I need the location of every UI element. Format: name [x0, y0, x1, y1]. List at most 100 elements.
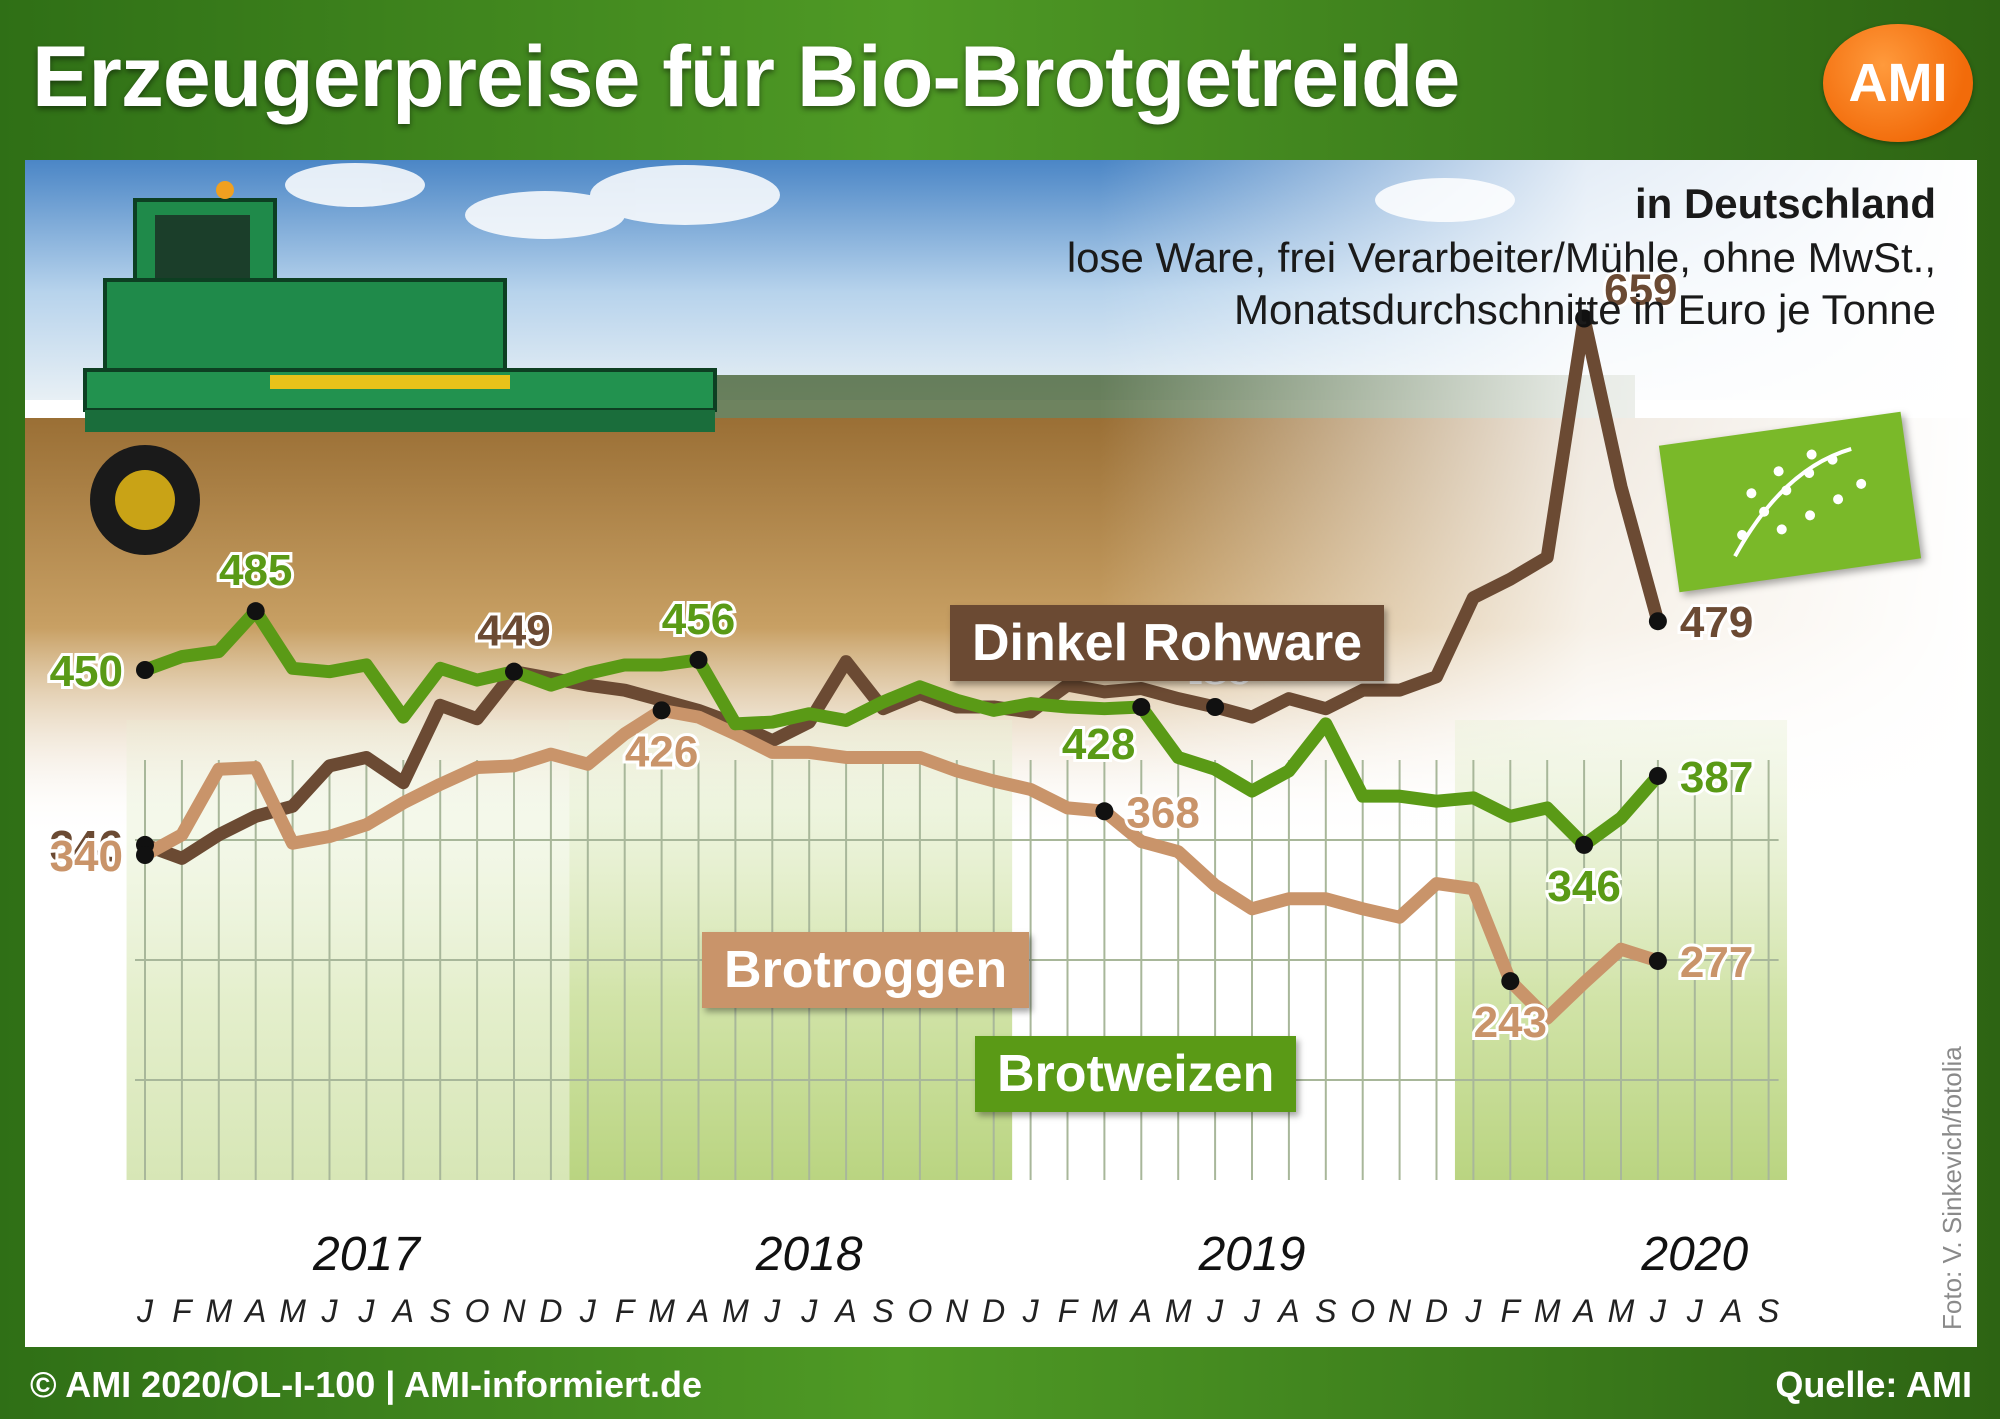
x-tick-label: F: [1501, 1293, 1523, 1329]
x-tick-label: J: [1206, 1293, 1224, 1329]
x-tick-label: A: [1129, 1293, 1152, 1329]
photo-credit: Foto: V. Sinkevich/fotolia: [1937, 1046, 1967, 1330]
x-tick-label: A: [833, 1293, 856, 1329]
series-line: [138, 703, 1665, 1025]
eu-leaf-icon: [1733, 447, 1867, 558]
footer-copyright: © AMI 2020/OL-I-100 | AMI-informiert.de: [30, 1364, 703, 1405]
x-tick-label: J: [1022, 1293, 1040, 1329]
series-tag-dinkel: Dinkel Rohware: [950, 605, 1385, 681]
data-point: [246, 602, 265, 621]
x-tick-label: S: [1758, 1293, 1779, 1329]
data-point: [1132, 698, 1151, 716]
x-tick-label: J: [579, 1293, 597, 1329]
x-tick-label: J: [357, 1293, 375, 1329]
data-markers: [136, 309, 1667, 991]
x-tick-label: O: [1350, 1293, 1375, 1329]
data-label: 426: [625, 727, 698, 776]
subtitle-region: in Deutschland: [1634, 180, 1936, 227]
data-label: 428: [1062, 720, 1135, 769]
subtitle-terms: lose Ware, frei Verarbeiter/Mühle, ohne …: [1066, 234, 1936, 281]
data-point: [1575, 309, 1594, 328]
data-label: 346: [1547, 862, 1620, 911]
page-title: Erzeugerpreise für Bio-Brotgetreide: [32, 29, 1460, 125]
series-line: [138, 604, 1665, 852]
combine-harvester-icon: [83, 181, 717, 555]
x-tick-label: N: [945, 1293, 969, 1329]
data-point: [1648, 612, 1667, 631]
x-tick-label: J: [763, 1293, 781, 1329]
clouds: [285, 163, 1515, 239]
x-tick-label: M: [1091, 1293, 1118, 1329]
subtitle-unit: Monatsdurchschnitte in Euro je Tonne: [1234, 286, 1936, 333]
x-tick-label: D: [539, 1293, 562, 1329]
x-tick-label: A: [1719, 1293, 1742, 1329]
x-tick-label: N: [502, 1293, 526, 1329]
data-label: 485: [219, 546, 292, 595]
data-point: [1095, 802, 1114, 821]
data-point: [1575, 835, 1594, 854]
series-tag-weizen: Brotweizen: [975, 1036, 1297, 1112]
x-tick-label: J: [136, 1293, 154, 1329]
x-tick-label: M: [1608, 1293, 1635, 1329]
price-chart: 4504854564283463873464494306594793404263…: [25, 160, 1977, 1329]
ami-logo: AMI: [1823, 24, 1973, 142]
x-tick-label: J: [1686, 1293, 1704, 1329]
x-tick-label: M: [1534, 1293, 1561, 1329]
ami-logo-text: AMI: [1848, 53, 1948, 113]
data-point: [505, 662, 523, 681]
x-tick-label: J: [800, 1293, 818, 1329]
data-point: [1648, 766, 1667, 785]
x-tick-label: J: [1649, 1293, 1667, 1329]
data-label: 479: [1680, 598, 1753, 647]
data-label: 277: [1680, 938, 1753, 987]
data-label: 346: [50, 822, 123, 871]
x-tick-label: N: [1388, 1293, 1412, 1329]
year-label: 2018: [755, 1228, 863, 1281]
x-tick-label: A: [1276, 1293, 1299, 1329]
eu-organic-logo: [1658, 411, 1922, 593]
x-tick-label: D: [1425, 1293, 1448, 1329]
x-tick-label: M: [648, 1293, 675, 1329]
x-tick-label: J: [321, 1293, 339, 1329]
x-tick-label: F: [172, 1293, 194, 1329]
series-tag-roggen: Brotroggen: [702, 932, 1030, 1008]
x-tick-label: J: [1464, 1293, 1482, 1329]
data-label: 449: [477, 607, 550, 656]
data-point: [652, 701, 671, 720]
x-tick-label: D: [982, 1293, 1005, 1329]
x-tick-label: F: [615, 1293, 637, 1329]
x-tick-label: O: [465, 1293, 490, 1329]
series-lines: [138, 312, 1665, 1025]
year-label: 2020: [1640, 1228, 1748, 1281]
data-label: 387: [1680, 753, 1753, 802]
x-tick-label: A: [243, 1293, 266, 1329]
data-point: [1206, 698, 1225, 716]
x-tick-label: S: [1315, 1293, 1336, 1329]
data-label: 450: [50, 647, 123, 696]
x-tick-label: F: [1058, 1293, 1080, 1329]
data-label: 368: [1126, 788, 1199, 837]
chart-panel: 4504854564283463873464494306594793404263…: [25, 160, 1977, 1347]
x-tick-label: J: [1243, 1293, 1261, 1329]
data-label: 243: [1474, 998, 1547, 1047]
x-tick-label: A: [391, 1293, 414, 1329]
data-label: 340: [50, 832, 123, 881]
x-tick-label: A: [1571, 1293, 1594, 1329]
data-label: 659: [1604, 266, 1677, 315]
x-tick-label: A: [686, 1293, 709, 1329]
data-point: [136, 661, 154, 679]
year-band: [126, 720, 570, 1180]
year-label: 2017: [312, 1228, 422, 1281]
footer-source: Quelle: AMI: [1775, 1364, 1972, 1405]
x-tick-label: M: [1165, 1293, 1192, 1329]
data-point: [689, 650, 708, 669]
data-point: [1648, 951, 1667, 970]
year-label: 2019: [1198, 1228, 1306, 1281]
x-tick-label: M: [722, 1293, 749, 1329]
x-tick-label: S: [430, 1293, 451, 1329]
x-tick-label: O: [907, 1293, 932, 1329]
x-tick-label: M: [279, 1293, 306, 1329]
data-label: 456: [662, 595, 735, 644]
